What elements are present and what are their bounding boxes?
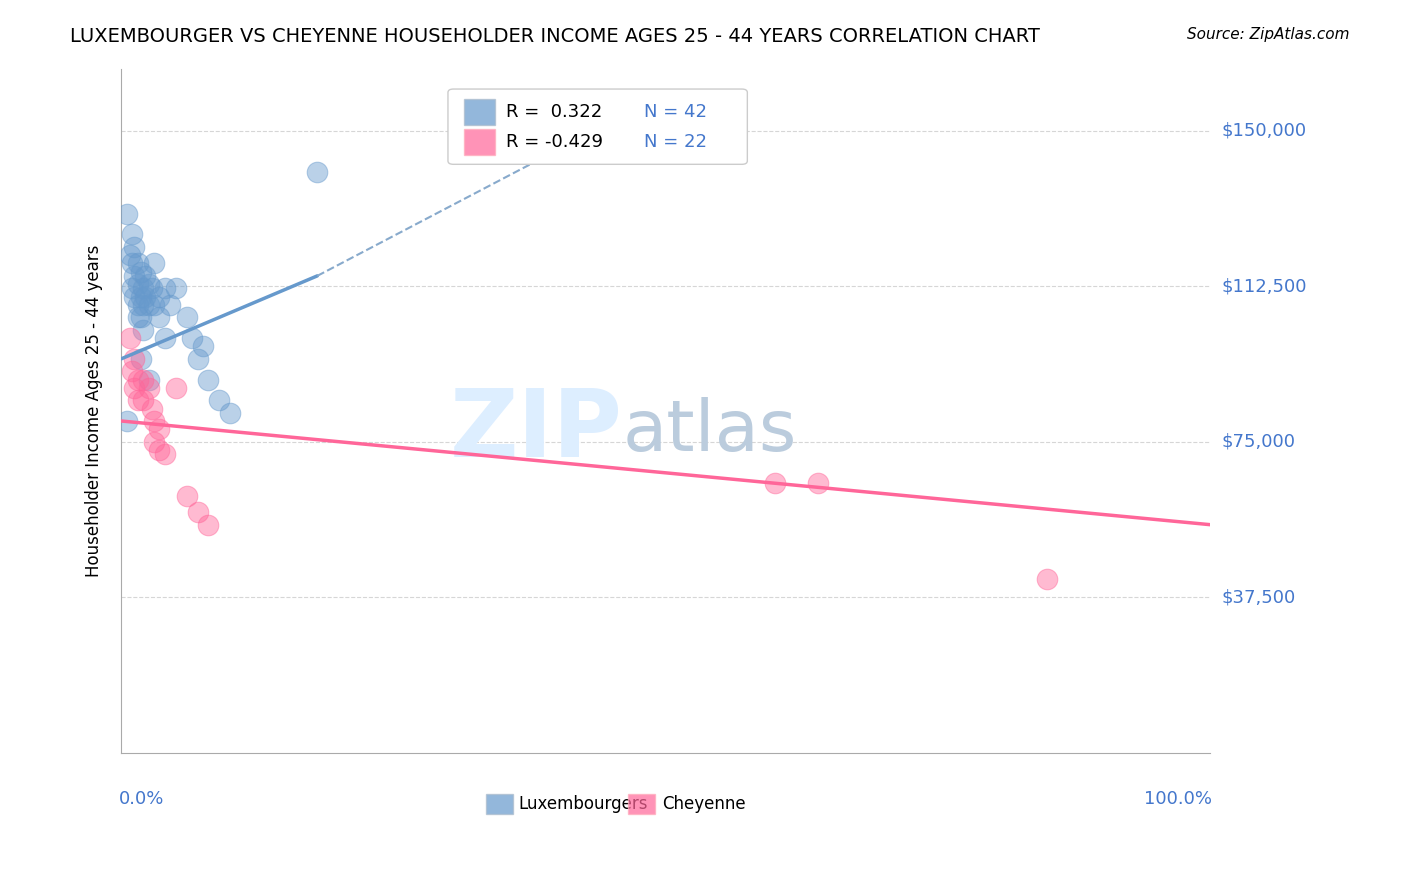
Point [124, 268, 146, 283]
Point [141, 281, 163, 295]
Point [129, 290, 152, 304]
Point [197, 517, 219, 532]
Point [153, 447, 176, 461]
Point [134, 268, 156, 283]
Point [132, 281, 155, 295]
Point [807, 476, 830, 491]
Text: N = 22: N = 22 [644, 133, 707, 151]
Point [148, 290, 170, 304]
Point [763, 476, 786, 491]
Point [148, 422, 170, 436]
Text: Source: ZipAtlas.com: Source: ZipAtlas.com [1187, 27, 1350, 42]
Point [129, 351, 152, 366]
Point [121, 364, 143, 378]
Point [143, 298, 166, 312]
Text: Luxembourgers: Luxembourgers [519, 795, 648, 814]
Point [191, 339, 214, 353]
Text: 100.0%: 100.0% [1144, 790, 1212, 808]
Point [138, 381, 160, 395]
Text: Cheyenne: Cheyenne [662, 795, 747, 814]
Text: R = -0.429: R = -0.429 [506, 133, 603, 151]
Text: $37,500: $37,500 [1222, 588, 1295, 607]
Point [307, 165, 329, 179]
Text: ZIP: ZIP [450, 385, 621, 477]
Point [138, 298, 160, 312]
Point [127, 277, 149, 292]
Point [127, 310, 149, 325]
Text: 0.0%: 0.0% [120, 790, 165, 808]
Point [138, 277, 160, 292]
Point [176, 310, 198, 325]
Point [143, 434, 166, 449]
Point [124, 351, 146, 366]
Point [197, 372, 219, 386]
Point [141, 401, 163, 416]
Text: R =  0.322: R = 0.322 [506, 103, 602, 120]
Point [124, 240, 146, 254]
Point [129, 265, 152, 279]
Text: $150,000: $150,000 [1222, 121, 1306, 140]
Point [165, 281, 187, 295]
Point [121, 227, 143, 242]
Point [124, 290, 146, 304]
Bar [464, 128, 495, 154]
Bar [627, 794, 655, 814]
Point [115, 414, 138, 428]
Text: LUXEMBOURGER VS CHEYENNE HOUSEHOLDER INCOME AGES 25 - 44 YEARS CORRELATION CHART: LUXEMBOURGER VS CHEYENNE HOUSEHOLDER INC… [70, 27, 1040, 45]
Point [187, 505, 209, 519]
Point [115, 207, 138, 221]
Text: $75,000: $75,000 [1222, 433, 1295, 450]
Point [176, 489, 198, 503]
Point [159, 298, 181, 312]
Point [121, 281, 143, 295]
Point [138, 372, 160, 386]
Point [219, 406, 242, 420]
Point [132, 393, 155, 408]
Text: N = 42: N = 42 [644, 103, 707, 120]
Point [153, 281, 176, 295]
Point [120, 248, 142, 262]
Text: atlas: atlas [621, 397, 797, 466]
Point [127, 298, 149, 312]
Point [143, 256, 166, 270]
Point [132, 323, 155, 337]
Point [132, 298, 155, 312]
FancyBboxPatch shape [449, 89, 748, 164]
Point [121, 256, 143, 270]
Point [124, 381, 146, 395]
Point [143, 414, 166, 428]
Point [208, 393, 231, 408]
Point [120, 331, 142, 345]
Point [153, 331, 176, 345]
Point [127, 393, 149, 408]
Text: $112,500: $112,500 [1222, 277, 1306, 295]
Point [127, 372, 149, 386]
Bar [486, 794, 513, 814]
Bar [464, 99, 495, 125]
Point [148, 443, 170, 458]
Point [127, 256, 149, 270]
Point [1035, 572, 1057, 586]
Point [181, 331, 204, 345]
Point [134, 290, 156, 304]
Point [129, 310, 152, 325]
Point [187, 351, 209, 366]
Point [148, 310, 170, 325]
Y-axis label: Householder Income Ages 25 - 44 years: Householder Income Ages 25 - 44 years [86, 244, 103, 577]
Point [165, 381, 187, 395]
Point [132, 372, 155, 386]
